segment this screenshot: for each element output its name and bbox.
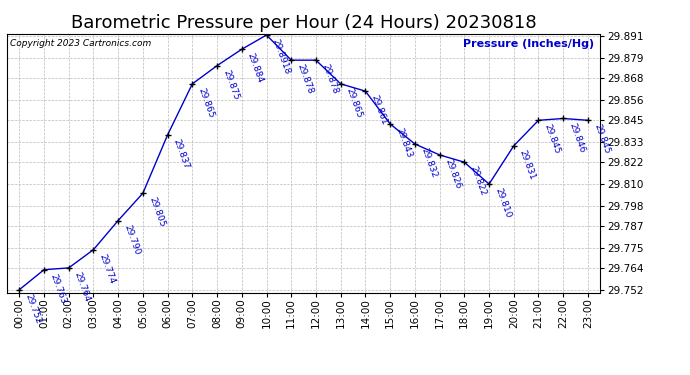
Text: 29.861: 29.861 bbox=[370, 94, 388, 127]
Text: 29.845: 29.845 bbox=[542, 123, 562, 156]
Text: 29.774: 29.774 bbox=[97, 252, 117, 285]
Text: 29.865: 29.865 bbox=[345, 87, 364, 119]
Text: 29.822: 29.822 bbox=[469, 165, 488, 197]
Text: Copyright 2023 Cartronics.com: Copyright 2023 Cartronics.com bbox=[10, 39, 151, 48]
Text: 29.805: 29.805 bbox=[147, 196, 166, 229]
Text: 29.875: 29.875 bbox=[221, 68, 240, 101]
Text: Pressure (Inches/Hg): Pressure (Inches/Hg) bbox=[463, 39, 594, 49]
Text: 29.845: 29.845 bbox=[592, 123, 611, 156]
Text: 29.878: 29.878 bbox=[320, 63, 339, 96]
Text: 29.832: 29.832 bbox=[419, 147, 438, 179]
Text: 29.846: 29.846 bbox=[567, 121, 586, 154]
Title: Barometric Pressure per Hour (24 Hours) 20230818: Barometric Pressure per Hour (24 Hours) … bbox=[71, 14, 536, 32]
Text: 29.826: 29.826 bbox=[444, 158, 463, 190]
Text: 29.752: 29.752 bbox=[23, 292, 43, 325]
Text: 29.810: 29.810 bbox=[493, 187, 513, 219]
Text: 29.843: 29.843 bbox=[394, 127, 413, 159]
Text: 29.865: 29.865 bbox=[197, 87, 216, 119]
Text: 29.884: 29.884 bbox=[246, 52, 265, 85]
Text: 29.763: 29.763 bbox=[48, 273, 68, 305]
Text: 29.831: 29.831 bbox=[518, 148, 537, 181]
Text: 29.837: 29.837 bbox=[172, 138, 191, 170]
Text: 29.790: 29.790 bbox=[122, 223, 141, 256]
Text: 29.878: 29.878 bbox=[295, 63, 315, 96]
Text: 29.764: 29.764 bbox=[73, 271, 92, 303]
Text: 29.8918: 29.8918 bbox=[270, 38, 292, 76]
